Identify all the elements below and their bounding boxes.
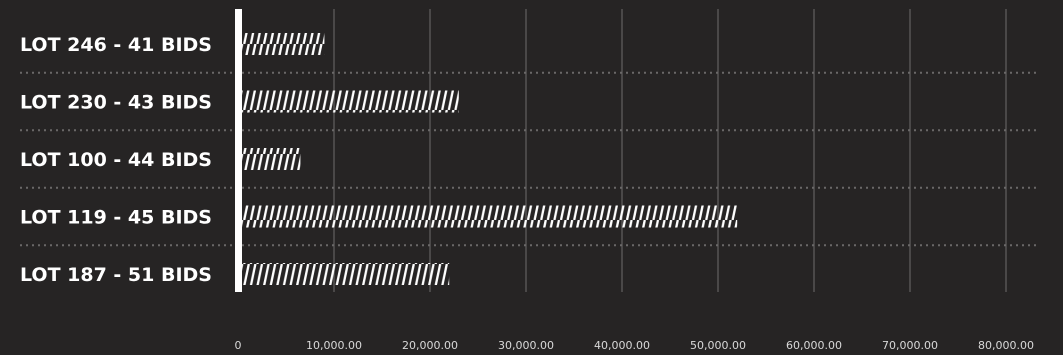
x-tick-label: 50,000.00 <box>690 339 746 352</box>
y-axis-line <box>235 9 242 292</box>
bar <box>242 263 450 285</box>
category-label: LOT 230 - 43 BIDS <box>20 92 212 114</box>
bar <box>242 90 459 113</box>
x-tick-label: 70,000.00 <box>882 339 938 352</box>
category-label: LOT 100 - 44 BIDS <box>20 149 212 171</box>
bars <box>242 33 738 285</box>
x-axis-tick-labels: 0 10,000.00 20,000.00 30,000.00 40,000.00 50,… <box>235 339 1034 352</box>
row-separators <box>20 71 1040 247</box>
x-tick-label: 10,000.00 <box>306 339 362 352</box>
x-tick-label: 20,000.00 <box>402 339 458 352</box>
x-tick-label: 30,000.00 <box>498 339 554 352</box>
x-tick-label: 80,000.00 <box>978 339 1034 352</box>
bar <box>242 205 738 228</box>
x-tick-label: 40,000.00 <box>594 339 650 352</box>
category-labels: LOT 246 - 41 BIDS LOT 230 - 43 BIDS LOT 10… <box>20 34 212 286</box>
category-label: LOT 119 - 45 BIDS <box>20 207 212 229</box>
category-label: LOT 187 - 51 BIDS <box>20 264 212 286</box>
x-tick-label: 60,000.00 <box>786 339 842 352</box>
category-label: LOT 246 - 41 BIDS <box>20 34 212 56</box>
bar <box>242 33 325 55</box>
bar <box>242 148 301 170</box>
x-tick-label: 0 <box>235 339 242 352</box>
